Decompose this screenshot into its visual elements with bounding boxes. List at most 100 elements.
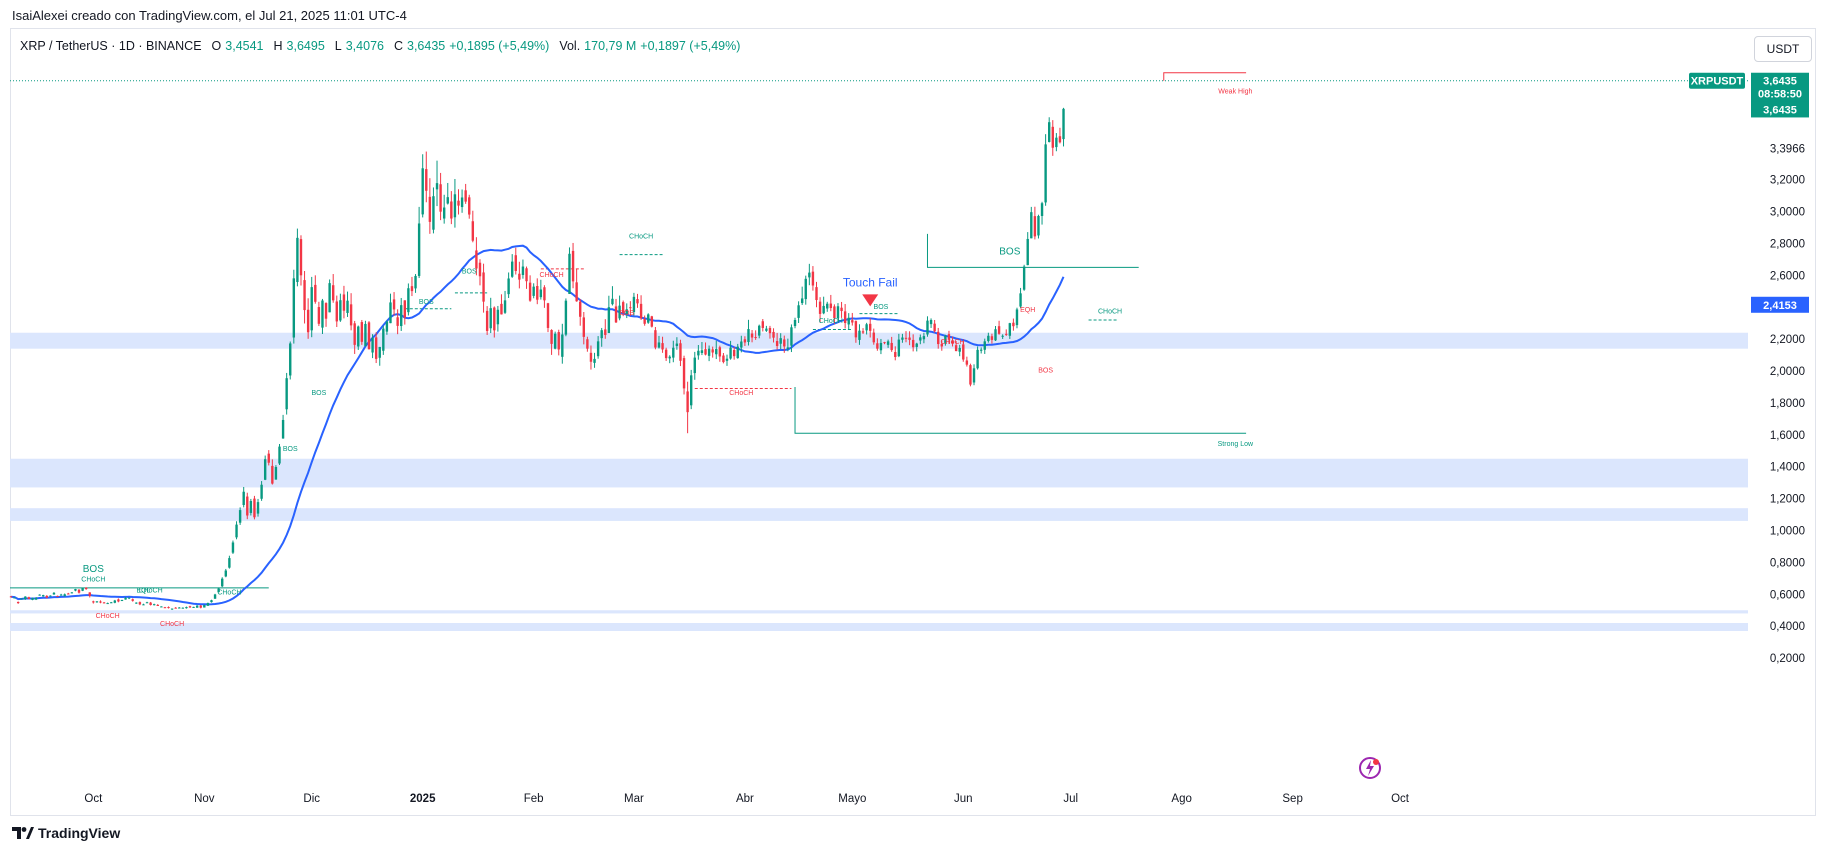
candle-113 — [414, 274, 417, 293]
candle-body — [675, 343, 679, 346]
candle-body — [9, 596, 13, 598]
candle-body — [267, 453, 270, 463]
candle-241 — [872, 328, 875, 345]
candle-body — [861, 331, 865, 333]
candle-body — [145, 602, 149, 604]
candle-291 — [1051, 120, 1054, 156]
candle-body — [969, 365, 972, 385]
candle-290 — [1048, 117, 1051, 143]
annotation-23: BOS — [1038, 368, 1053, 375]
volume-key: Vol. — [559, 39, 581, 53]
candle-19 — [77, 589, 81, 594]
demand-zone-0 — [10, 332, 1748, 349]
annotation-12: BOS — [311, 390, 326, 397]
candle-128 — [468, 194, 471, 219]
candle-body — [532, 286, 535, 296]
candle-259 — [937, 327, 940, 349]
candle-body — [174, 607, 177, 609]
candle-body — [979, 349, 983, 351]
candle-body — [81, 587, 84, 591]
candle-294 — [1062, 107, 1065, 147]
candle-body — [382, 328, 385, 351]
candle-body — [1008, 323, 1012, 336]
candle-99 — [364, 320, 367, 347]
candle-body — [102, 602, 106, 604]
candle-body — [808, 272, 811, 278]
candle-body — [156, 604, 159, 606]
candle-82 — [303, 271, 306, 324]
candle-223 — [808, 263, 811, 286]
y-tick-9: 2,0000 — [1770, 366, 1805, 378]
candle-body — [92, 601, 95, 603]
candle-body — [750, 333, 754, 338]
candle-body — [38, 594, 41, 596]
candle-164 — [596, 336, 600, 359]
candle-body — [299, 239, 303, 276]
weak-high-line — [1163, 72, 1247, 81]
candle-157 — [571, 242, 575, 289]
candle-275 — [994, 326, 997, 342]
candle-body — [729, 347, 732, 359]
candle-284 — [1026, 232, 1029, 266]
candle-36 — [138, 601, 142, 606]
price-tag-4: 2,4153 — [1751, 296, 1809, 313]
moving-average-layer — [10, 244, 1065, 606]
candle-191 — [693, 351, 696, 380]
price-tag-bg — [1751, 101, 1809, 118]
candle-5 — [27, 596, 31, 600]
candle-body — [883, 342, 886, 344]
candle-body — [263, 459, 267, 480]
currency-button[interactable]: USDT — [1754, 36, 1812, 62]
candle-body — [1019, 293, 1022, 307]
candle-79 — [292, 269, 296, 344]
candle-199 — [722, 352, 725, 364]
low-value: 3,4076 — [345, 39, 384, 53]
candle-231 — [836, 303, 840, 322]
candle-body — [811, 271, 815, 286]
candle-32 — [124, 597, 127, 600]
annotation-16: BOS — [619, 310, 634, 317]
candle-226 — [818, 297, 822, 323]
candle-152 — [553, 331, 557, 350]
candle-body — [618, 305, 621, 319]
candle-body — [425, 169, 428, 191]
candle-198 — [718, 345, 722, 362]
candle-body — [740, 341, 743, 348]
symbol-label[interactable]: XRP / TetherUS · 1D · BINANCE — [20, 39, 202, 53]
candle-127 — [464, 183, 467, 204]
candle-220 — [797, 301, 800, 324]
candle-126 — [460, 189, 464, 213]
candle-213 — [772, 328, 775, 343]
candle-body — [453, 194, 457, 218]
annotation-0: BOS — [999, 247, 1020, 258]
candle-body — [550, 330, 553, 344]
candle-63 — [235, 521, 238, 540]
candle-body — [915, 343, 918, 347]
x-tick-4: Feb — [524, 793, 544, 805]
annotations-layer: BOS Touch Fail Weak High Strong Low BOS CHoCH… — [81, 88, 1381, 779]
candle-270 — [976, 346, 979, 370]
y-tick-3: 0,8000 — [1770, 557, 1805, 569]
candle-body — [192, 606, 195, 608]
y-tick-11: 2,6000 — [1770, 270, 1805, 282]
candle-134 — [489, 297, 492, 334]
tradingview-logo[interactable]: TradingView — [12, 825, 120, 841]
candle-33 — [127, 597, 131, 600]
x-tick-1: Nov — [194, 793, 215, 805]
x-tick-3: 2025 — [410, 793, 436, 805]
candle-87 — [321, 298, 324, 335]
candle-body — [199, 605, 202, 608]
candle-body — [317, 307, 321, 324]
candle-245 — [886, 339, 890, 348]
candle-body — [997, 326, 1001, 334]
candle-167 — [607, 295, 611, 334]
candle-body — [364, 323, 367, 347]
candle-210 — [761, 319, 764, 332]
candle-body — [160, 606, 163, 608]
candle-body — [342, 294, 346, 311]
candle-body — [700, 350, 704, 353]
candle-60 — [224, 568, 227, 578]
candle-214 — [775, 332, 779, 350]
candle-body — [246, 496, 249, 516]
